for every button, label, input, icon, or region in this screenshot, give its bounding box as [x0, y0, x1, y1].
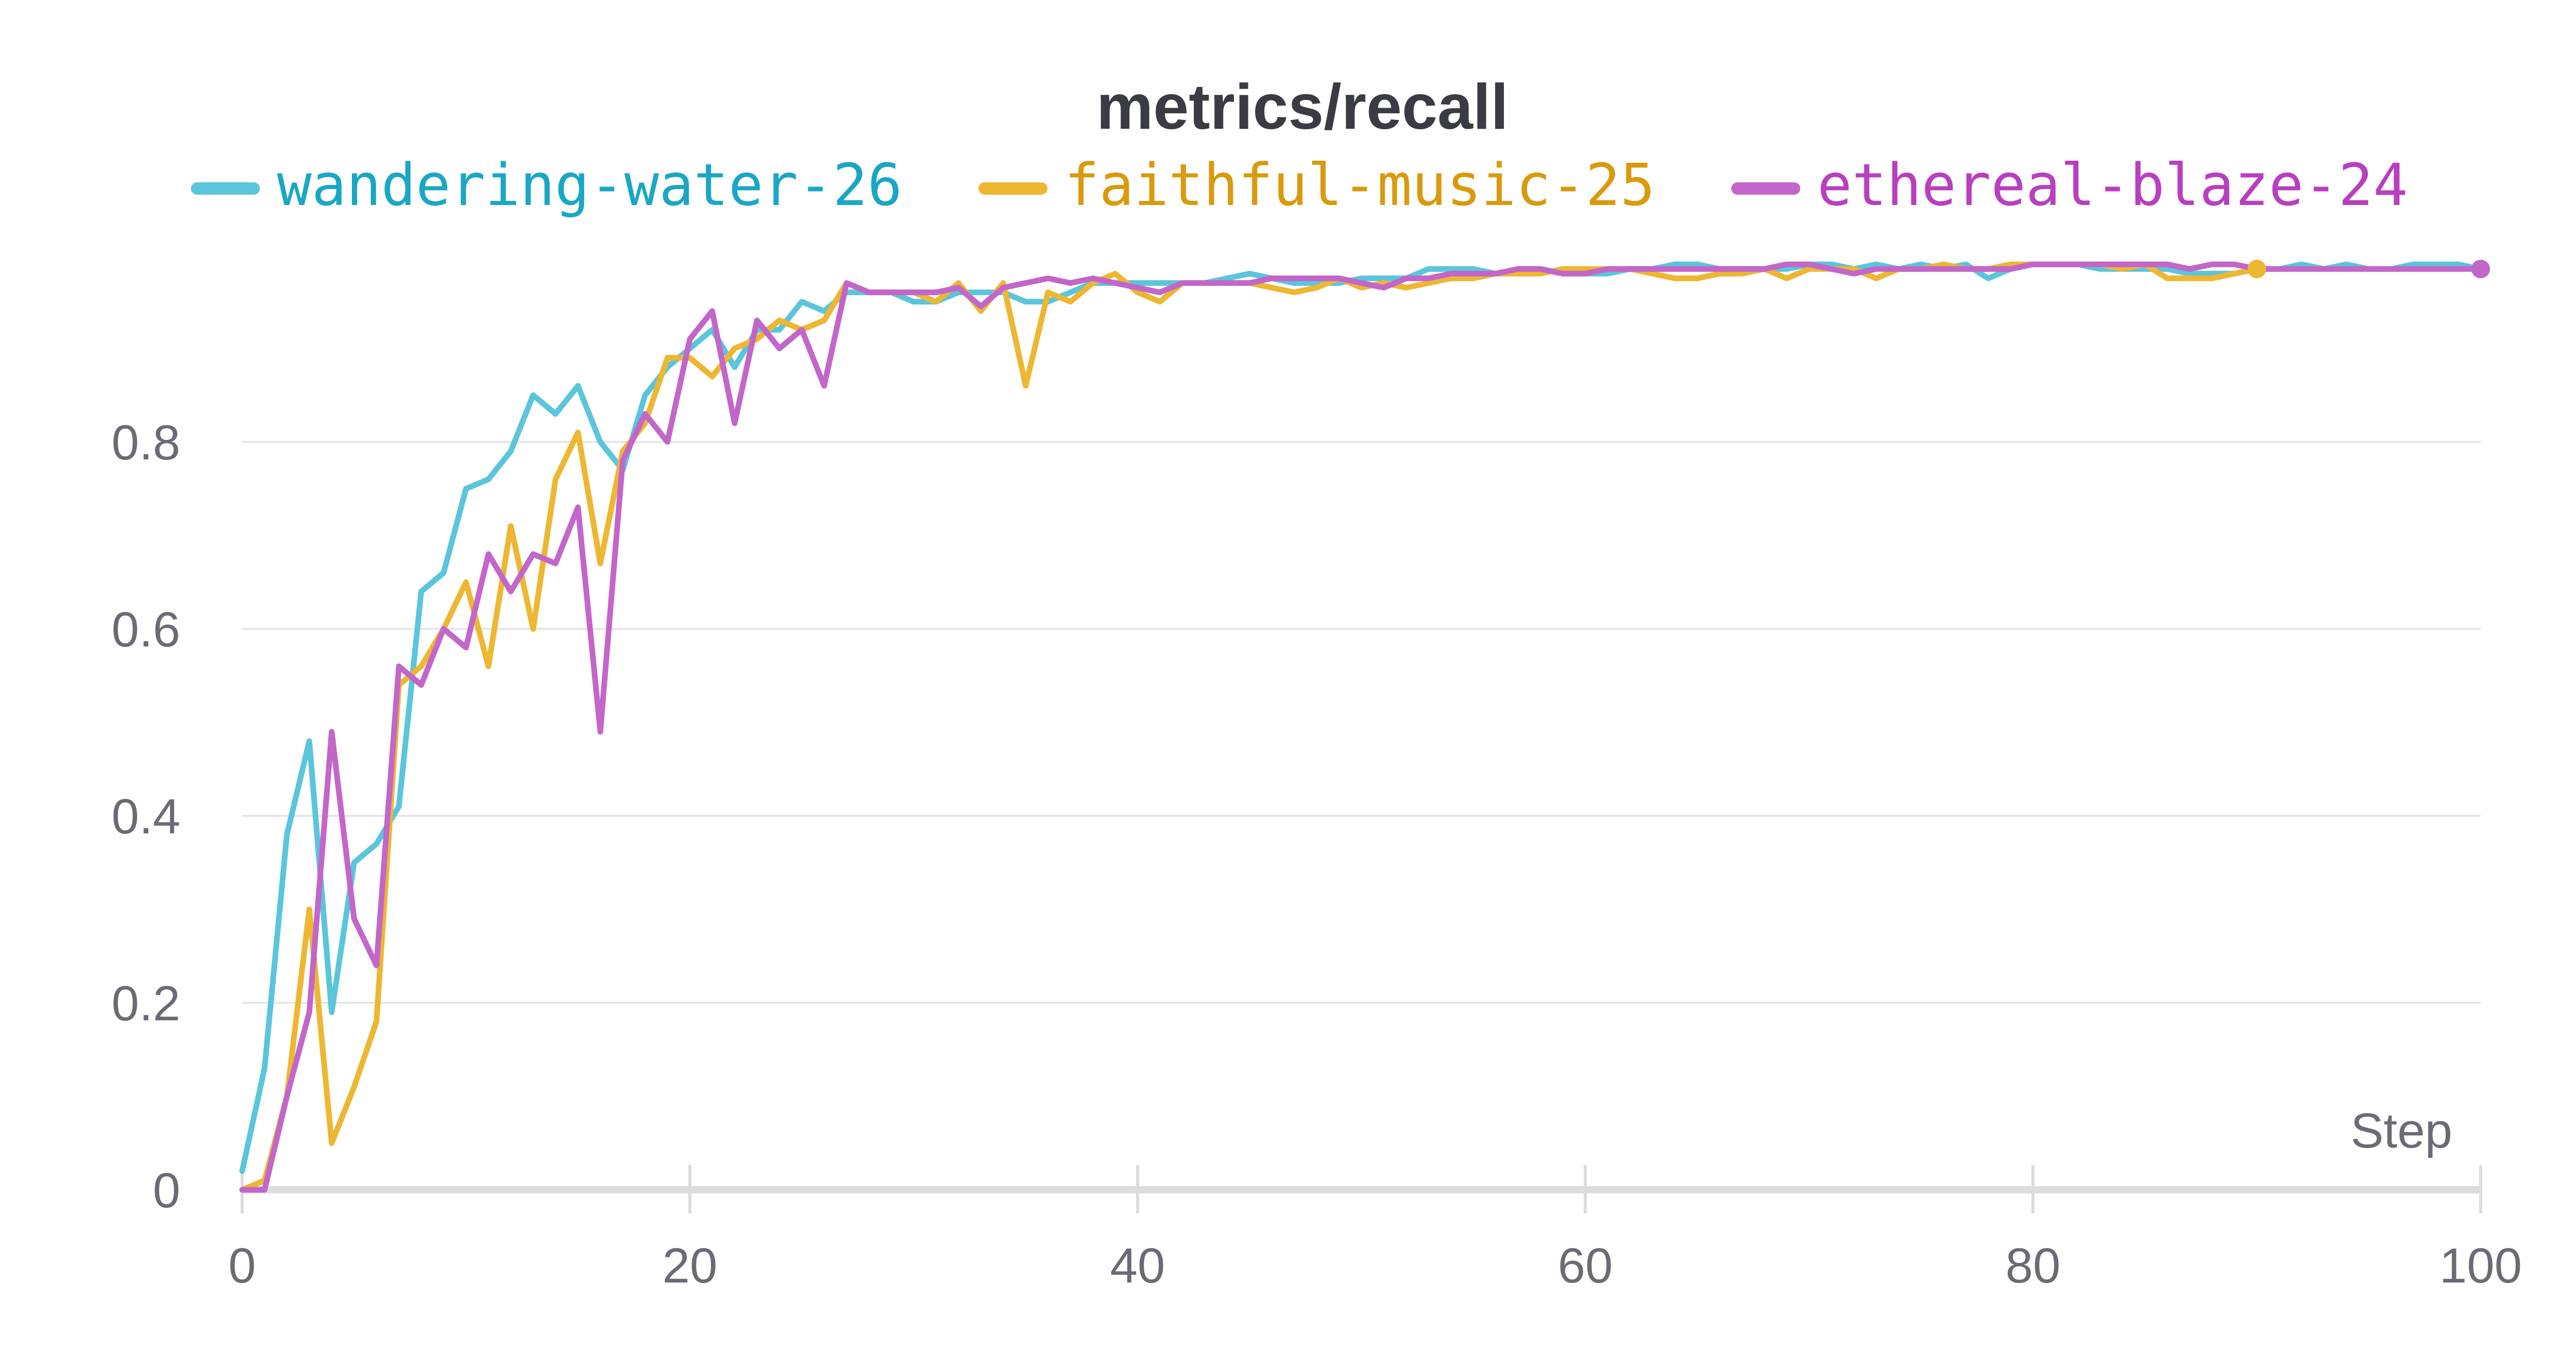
series-line-ethereal-blaze-24: [239, 261, 2484, 1193]
chart-title: metrics/recall: [1096, 72, 1509, 143]
y-tick-label: 0.4: [112, 789, 180, 844]
series-lines: [239, 261, 2484, 1193]
x-axis-label: Step: [2351, 1103, 2452, 1158]
series-end-marker: [2247, 260, 2266, 279]
x-tick-label: 0: [228, 1238, 256, 1293]
grid-lines: [242, 441, 2481, 1004]
legend-item-ethereal-blaze-24: ethereal-blaze-24: [1731, 152, 2408, 219]
legend-label: wandering-water-26: [277, 152, 902, 219]
y-axis-ticks: 0 0.2 0.4 0.6 0.8: [112, 415, 180, 1218]
legend-item-faithful-music-25: faithful-music-25: [978, 152, 1655, 219]
series-end-markers: [2247, 260, 2490, 279]
y-tick-label: 0: [153, 1163, 180, 1218]
x-axis-ticks: 0 20 40 60 80 100: [228, 1165, 2522, 1293]
x-tick-label: 100: [2439, 1238, 2522, 1293]
y-tick-label: 0.6: [112, 602, 180, 657]
legend-item-wandering-water-26: wandering-water-26: [191, 152, 902, 219]
legend-label: faithful-music-25: [1064, 152, 1655, 219]
legend: wandering-water-26 faithful-music-25 ether…: [191, 152, 2408, 219]
x-tick-label: 20: [663, 1238, 718, 1293]
x-tick-label: 60: [1558, 1238, 1613, 1293]
legend-label: ethereal-blaze-24: [1817, 152, 2408, 219]
series-end-marker: [2471, 260, 2490, 279]
x-tick-label: 40: [1110, 1238, 1165, 1293]
y-tick-label: 0.2: [112, 976, 180, 1031]
y-tick-label: 0.8: [112, 415, 180, 470]
series-line-wandering-water-26: [239, 261, 2484, 1174]
x-tick-label: 80: [2006, 1238, 2061, 1293]
